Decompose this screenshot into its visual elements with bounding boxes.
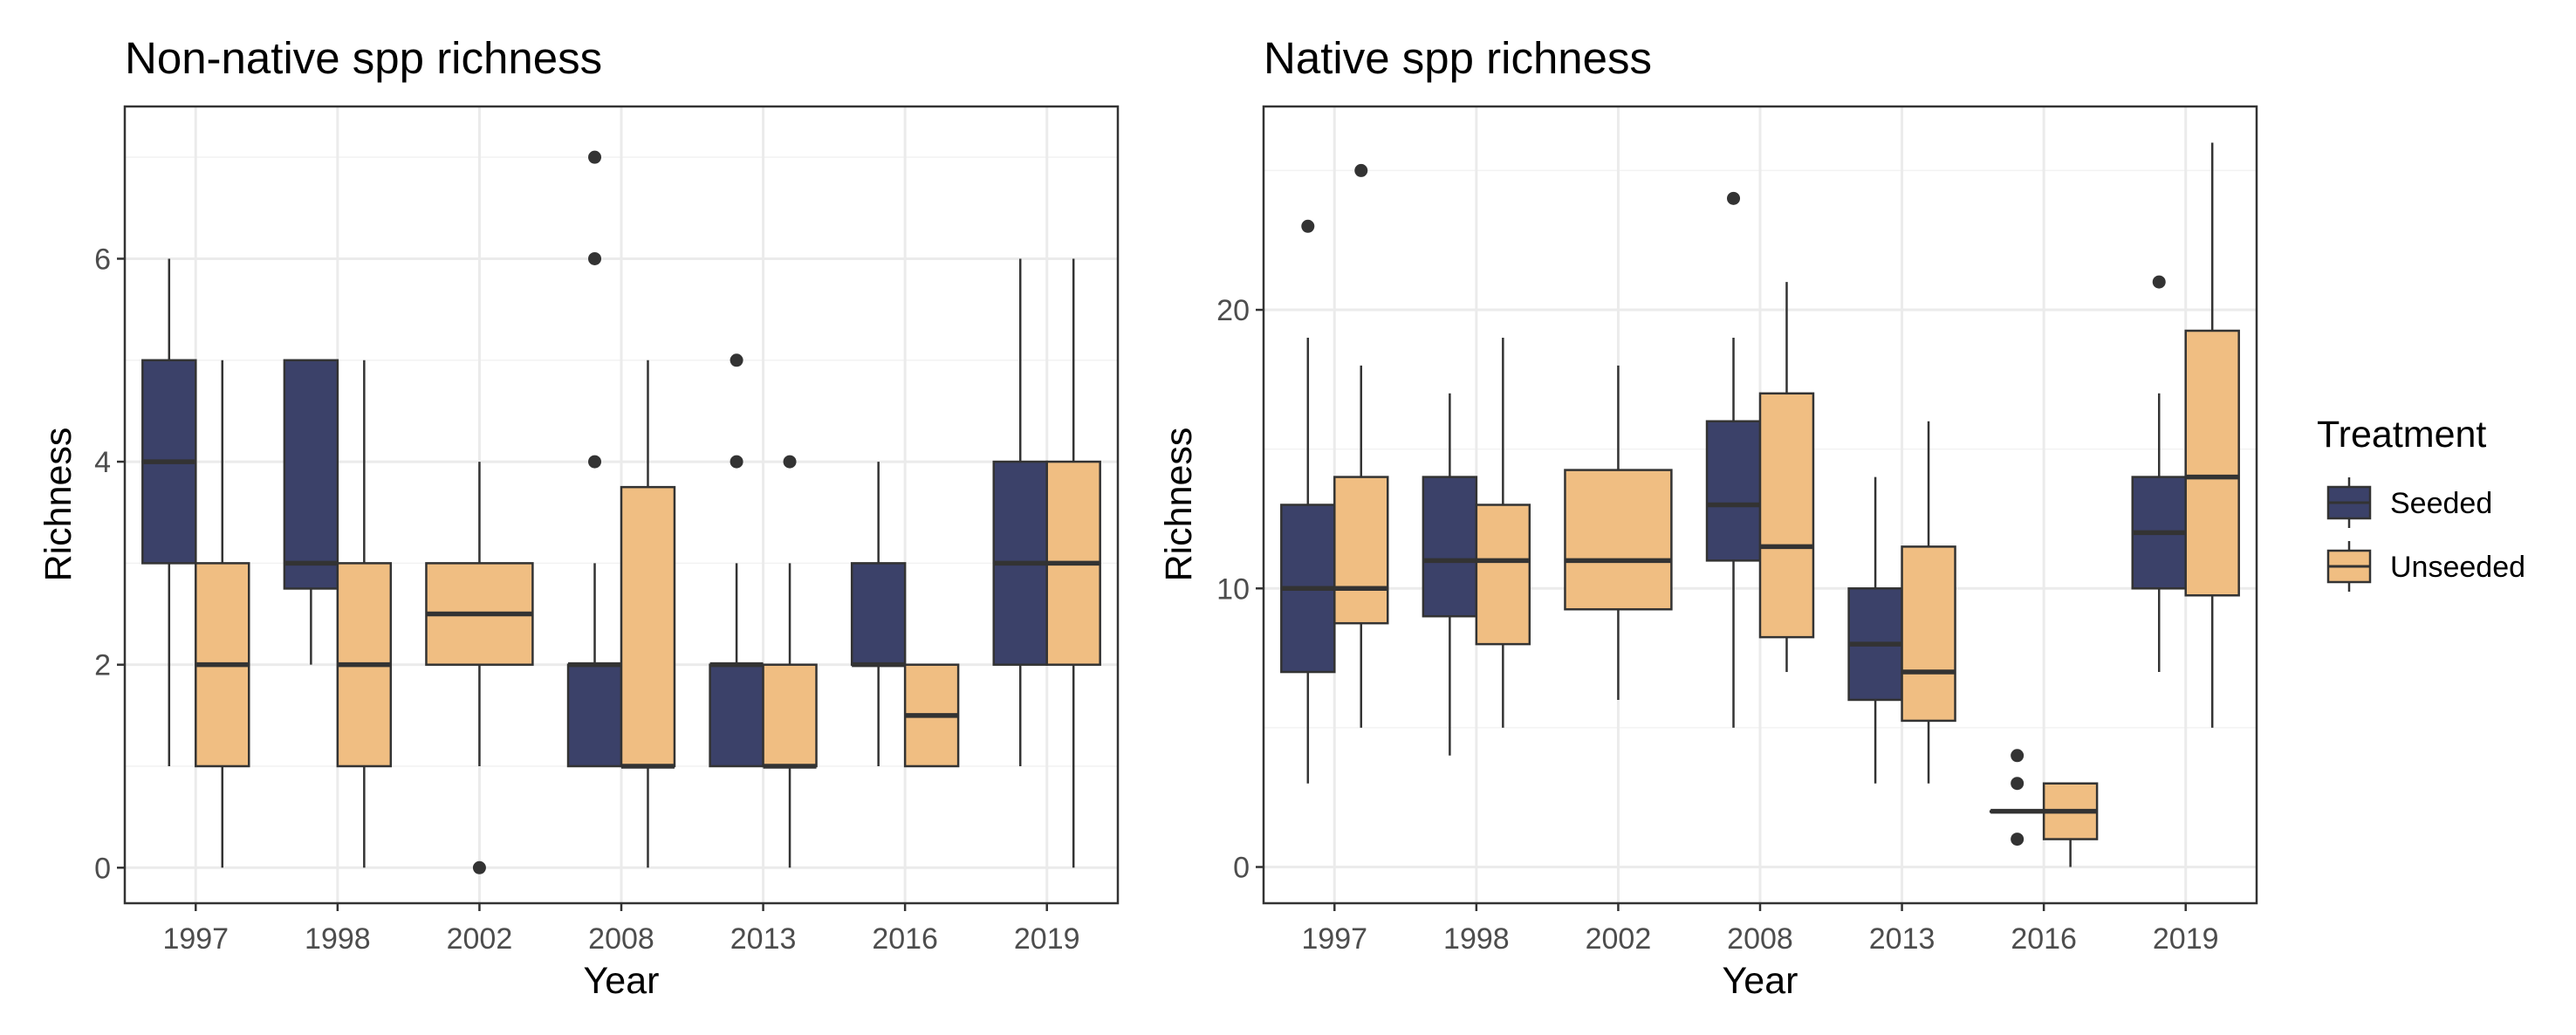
x-tick-label: 2002 <box>1586 922 1652 956</box>
outlier-point <box>588 455 602 469</box>
x-tick-label: 2008 <box>588 922 654 956</box>
outlier-point <box>730 353 743 367</box>
x-tick-label: 2013 <box>1869 922 1935 956</box>
boxplot-marks <box>141 150 1101 874</box>
box-iqr <box>2184 329 2240 597</box>
legend-item-seeded: Seeded <box>2326 477 2492 528</box>
x-tick-label: 1997 <box>1301 922 1367 956</box>
x-tick-label: 2016 <box>2011 922 2077 956</box>
outlier-point <box>588 150 602 164</box>
box-iqr <box>283 359 339 590</box>
x-axis-title: Year <box>1723 960 1798 1002</box>
box-unseeded-2019 <box>2184 142 2240 728</box>
box-unseeded-1998 <box>1475 337 1531 728</box>
box-seeded-1997 <box>1280 219 1336 784</box>
chart-title: Non-native spp richness <box>125 33 602 83</box>
outlier-point <box>472 860 486 874</box>
box-seeded-2019 <box>2131 275 2187 673</box>
box-unseeded-2013 <box>762 455 818 868</box>
outlier-point <box>2011 833 2024 847</box>
y-axis-title: Richness <box>38 428 79 582</box>
y-tick-label: 0 <box>94 852 111 885</box>
box-seeded-2013 <box>709 353 764 768</box>
box-iqr <box>850 562 907 666</box>
y-axis-title: Richness <box>1158 428 1200 582</box>
box-iqr <box>1705 420 1762 562</box>
box-iqr <box>1564 469 1673 611</box>
y-axis-ticks: 0 10 20 <box>1216 294 1264 885</box>
y-tick-label: 4 <box>94 446 111 479</box>
outlier-point <box>1727 191 1741 205</box>
box-unseeded-2002 <box>1564 365 1673 700</box>
box-unseeded-2016 <box>2042 782 2099 867</box>
x-tick-label: 2019 <box>2153 922 2219 956</box>
box-unseeded-2008 <box>1758 282 1815 673</box>
box-seeded-2008 <box>1705 191 1762 728</box>
x-tick-label: 2019 <box>1014 922 1080 956</box>
box-iqr <box>1422 476 1478 618</box>
y-tick-label: 20 <box>1216 294 1250 327</box>
outlier-point <box>2011 777 2024 791</box>
x-tick-label: 1998 <box>305 922 371 956</box>
y-axis-ticks: 0 2 4 6 <box>94 243 125 885</box>
native-panel: Native spp richness 0 10 20 1997 1998 2002 20… <box>1158 33 2258 1002</box>
outlier-point <box>2152 275 2166 289</box>
x-tick-label: 2008 <box>1727 922 1793 956</box>
legend-title: Treatment <box>2317 414 2486 456</box>
box-unseeded-2019 <box>1045 258 1101 868</box>
outlier-point <box>1354 163 1368 177</box>
box-iqr <box>709 663 764 768</box>
outlier-point <box>588 251 602 265</box>
x-tick-label: 1998 <box>1443 922 1510 956</box>
box-seeded-1998 <box>1422 393 1478 756</box>
box-seeded-2008 <box>566 150 623 768</box>
box-iqr <box>1901 545 1956 723</box>
box-seeded-2019 <box>992 258 1048 766</box>
box-unseeded-2013 <box>1901 421 1956 784</box>
box-seeded-2013 <box>1847 476 1903 784</box>
y-tick-label: 2 <box>94 649 111 682</box>
y-tick-label: 0 <box>1233 852 1250 885</box>
box-unseeded-1997 <box>195 360 250 868</box>
x-tick-label: 2016 <box>872 922 938 956</box>
legend-label-seeded: Seeded <box>2390 487 2492 520</box>
box-iqr <box>1333 476 1389 625</box>
box-iqr <box>1758 392 1815 639</box>
box-unseeded-1997 <box>1333 163 1389 728</box>
x-tick-label: 2002 <box>447 922 513 956</box>
x-tick-label: 1997 <box>162 922 229 956</box>
box-iqr <box>620 485 676 768</box>
box-seeded-2016 <box>850 462 907 766</box>
box-seeded-1997 <box>141 258 197 766</box>
x-axis-title: Year <box>584 960 660 1002</box>
box-seeded-2016 <box>1989 749 2045 847</box>
box-seeded-1998 <box>283 359 339 665</box>
non-native-panel: Non-native spp richness 0 2 4 6 1997 1998 200… <box>38 33 1120 1002</box>
box-unseeded-1998 <box>336 360 393 868</box>
box-iqr <box>762 663 818 768</box>
outlier-point <box>1301 219 1315 233</box>
y-tick-label: 10 <box>1216 572 1250 606</box>
box-iqr <box>566 663 623 768</box>
x-tick-label: 2013 <box>730 922 797 956</box>
outlier-point <box>783 455 797 469</box>
legend: Treatment Seeded Unseeded <box>2317 414 2525 592</box>
box-unseeded-2016 <box>903 663 960 768</box>
legend-item-unseeded: Unseeded <box>2326 541 2525 592</box>
outlier-point <box>730 455 743 469</box>
chart-title: Native spp richness <box>1264 33 1652 83</box>
box-unseeded-2008 <box>620 360 676 868</box>
outlier-point <box>2011 749 2024 763</box>
box-iqr <box>1475 504 1531 646</box>
x-axis-ticks: 1997 1998 2002 2008 2013 2016 2019 <box>1301 903 2219 956</box>
y-tick-label: 6 <box>94 243 111 276</box>
x-axis-ticks: 1997 1998 2002 2008 2013 2016 2019 <box>162 903 1080 956</box>
boxplot-marks <box>1280 142 2240 867</box>
box-unseeded-2002 <box>425 462 534 874</box>
legend-label-unseeded: Unseeded <box>2390 551 2525 584</box>
